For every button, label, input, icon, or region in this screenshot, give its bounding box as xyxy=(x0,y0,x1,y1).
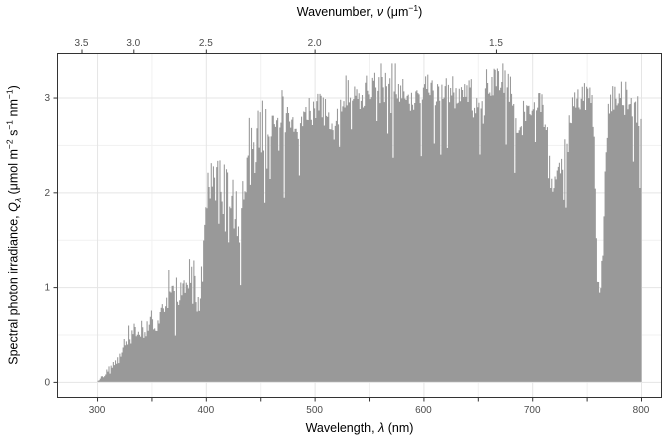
x-tick-label: 500 xyxy=(306,405,323,416)
top-axis-tick-labels: 3.5 3.0 2.5 2.0 1.5 xyxy=(75,38,504,49)
top-axis-ticks xyxy=(81,49,497,53)
top-tick-label: 2.5 xyxy=(199,38,213,49)
x-axis-tick-labels: 300 400 500 600 700 800 xyxy=(89,405,650,416)
y-axis-tick-labels: 0 1 2 3 xyxy=(44,93,50,388)
panel-border xyxy=(57,53,662,398)
y-tick-label: 1 xyxy=(44,283,50,294)
x-tick-label: 800 xyxy=(633,405,650,416)
top-tick-label: 2.0 xyxy=(308,38,322,49)
axis-title-fragment: Wavelength, xyxy=(305,421,379,435)
x-tick-label: 600 xyxy=(415,405,432,416)
x-tick-label: 400 xyxy=(197,405,214,416)
x-tick-label: 700 xyxy=(524,405,541,416)
axis-title-fragment: λ xyxy=(378,421,385,435)
top-tick-label: 3.0 xyxy=(126,38,140,49)
axis-title-fragment: Wavenumber, xyxy=(296,5,377,19)
spectrum-area xyxy=(96,63,642,382)
axis-title-fragment: ν xyxy=(376,5,384,19)
y-tick-label: 0 xyxy=(44,377,50,388)
axis-title-fragment: (nm) xyxy=(384,421,414,435)
top-axis-title: Wavenumber, ν (μm−1) xyxy=(57,4,662,20)
x-axis-ticks xyxy=(97,398,643,402)
x-axis-title: Wavelength, λ (nm) xyxy=(57,420,662,436)
axis-title-fragment: −1 xyxy=(408,2,419,13)
y-tick-label: 3 xyxy=(44,93,50,104)
axis-title-fragment: (μm xyxy=(383,5,409,19)
y-tick-label: 2 xyxy=(44,188,50,199)
top-tick-label: 3.5 xyxy=(75,38,89,49)
axis-title-fragment: ) xyxy=(418,5,423,19)
x-tick-label: 300 xyxy=(89,405,106,416)
top-tick-label: 1.5 xyxy=(489,38,503,49)
y-axis-ticks xyxy=(53,97,57,383)
